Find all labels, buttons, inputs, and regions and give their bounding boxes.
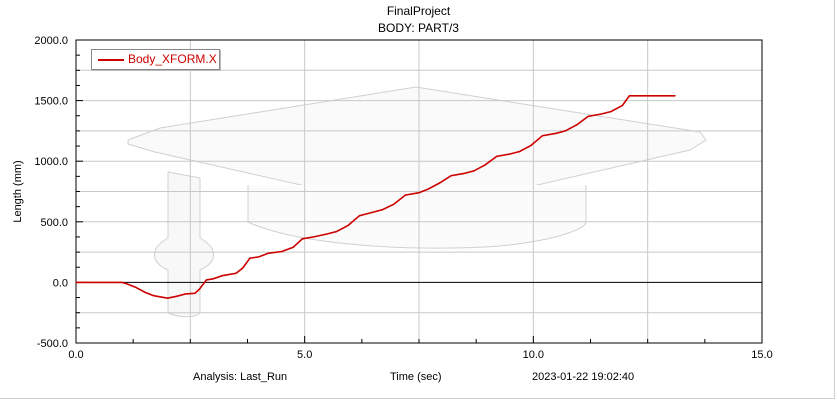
run-timestamp: 2023-01-22 19:02:40	[532, 371, 635, 383]
series-point	[576, 124, 578, 126]
series-point	[144, 291, 146, 293]
y-tick-label: 1500.0	[34, 96, 68, 108]
series-point	[134, 286, 137, 288]
x-tick-label: 5.0	[297, 349, 312, 361]
series-point	[221, 275, 223, 277]
series-point	[647, 95, 649, 97]
series-point	[564, 130, 566, 132]
series-point	[205, 279, 207, 281]
x-tick-label: 15.0	[751, 349, 772, 361]
series-point	[347, 224, 349, 227]
series-point	[555, 132, 557, 134]
series-point	[450, 175, 452, 177]
x-tick-label: 10.0	[523, 349, 544, 361]
series-point	[427, 188, 429, 190]
series-point	[404, 194, 406, 196]
series-point	[496, 155, 498, 157]
series-point	[281, 250, 283, 253]
series-point	[381, 209, 384, 211]
series-point	[438, 182, 441, 184]
series-point	[176, 295, 178, 297]
series-point	[235, 272, 237, 274]
series-point	[194, 292, 196, 294]
series-point	[372, 211, 374, 213]
series-point	[313, 236, 315, 238]
series-point	[541, 135, 544, 137]
y-tick-label: 1000.0	[34, 156, 68, 168]
series-point	[393, 203, 395, 205]
series-point	[519, 150, 521, 153]
series-point	[484, 164, 486, 166]
series-point	[587, 115, 589, 117]
series-point	[75, 281, 77, 283]
legend-label: Body_XFORM.X	[128, 52, 217, 66]
series-point	[336, 230, 338, 233]
model-top-shape	[127, 86, 707, 213]
series-point	[628, 95, 630, 97]
series-point	[166, 297, 169, 299]
series-point	[249, 257, 251, 259]
legend-swatch	[98, 59, 124, 61]
chart-title: FinalProject	[386, 4, 451, 18]
series-point	[292, 246, 294, 248]
legend: Body_XFORM.X	[91, 49, 220, 70]
plot-border	[75, 39, 763, 344]
series-point	[610, 110, 612, 113]
series-point	[153, 295, 155, 297]
series-point	[301, 238, 303, 240]
series-point	[198, 288, 201, 290]
series-point	[258, 256, 260, 258]
model-arm-shape	[154, 171, 214, 318]
y-axis-label: Length (mm)	[12, 160, 24, 222]
y-tick-label: -500.0	[37, 338, 68, 350]
y-tick-label: 2000.0	[34, 35, 68, 47]
series-point	[418, 192, 420, 194]
series-point	[674, 95, 676, 97]
chart-subtitle: BODY: PART/3	[378, 21, 459, 35]
series-point	[473, 170, 475, 172]
analysis-label: Analysis: Last_Run	[193, 371, 288, 383]
series-point	[509, 153, 512, 155]
series-point	[242, 267, 244, 269]
x-tick-label: 0.0	[68, 349, 83, 361]
series-point	[326, 233, 329, 235]
series-point	[530, 144, 532, 147]
series-point	[267, 252, 269, 254]
series-point	[212, 278, 214, 280]
series-point	[621, 104, 624, 107]
series-point	[601, 113, 603, 115]
y-tick-label: 500.0	[40, 217, 68, 229]
series-point	[358, 215, 361, 217]
series-point	[125, 283, 127, 285]
series-point	[121, 281, 123, 283]
model-body-shape	[247, 185, 587, 249]
series-point	[185, 293, 187, 295]
series-point	[464, 172, 466, 174]
x-axis-label: Time (sec)	[390, 371, 442, 383]
y-tick-label: 0.0	[53, 277, 68, 289]
